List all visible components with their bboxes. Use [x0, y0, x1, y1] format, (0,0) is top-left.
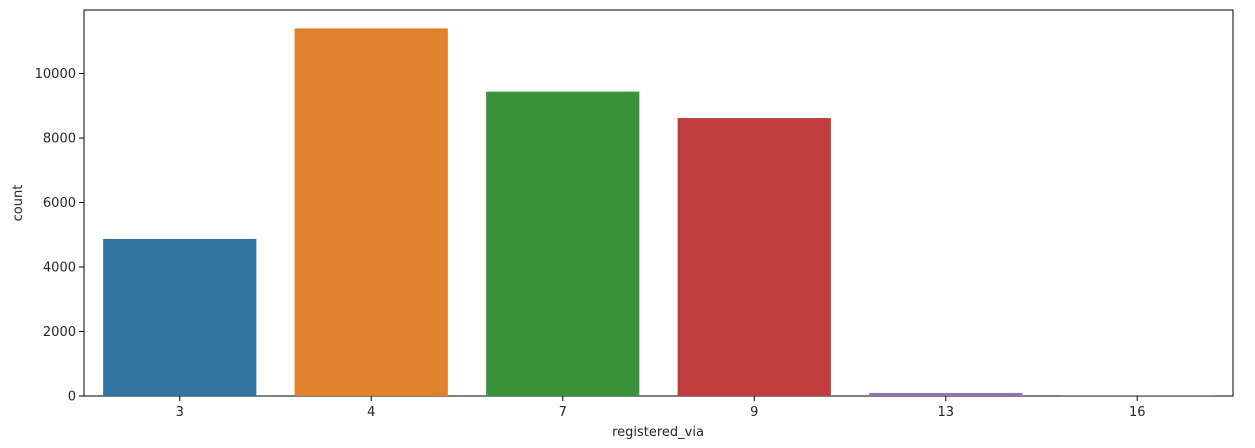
x-tick-label: 13	[937, 405, 954, 420]
bars-group	[103, 28, 1214, 397]
bar-9	[677, 118, 831, 396]
bar-7	[486, 91, 640, 396]
bar-4	[294, 28, 448, 397]
bar-13	[869, 392, 1023, 396]
x-tick-label: 9	[750, 405, 758, 420]
y-tick-label: 10000	[35, 67, 76, 82]
x-tick-label: 3	[176, 405, 184, 420]
x-axis-label: registered_via	[612, 425, 704, 440]
y-tick-label: 6000	[43, 196, 76, 211]
y-tick-label: 2000	[43, 325, 76, 340]
bar-3	[103, 238, 257, 396]
y-tick-label: 8000	[43, 132, 76, 147]
x-tick-label: 16	[1129, 405, 1146, 420]
x-axis-ticks: 3 4 7 9 13 16	[176, 396, 1146, 420]
x-tick-label: 7	[559, 405, 567, 420]
y-tick-label: 0	[68, 390, 76, 405]
y-axis-label: count	[11, 185, 26, 222]
y-tick-label: 4000	[43, 261, 76, 276]
x-tick-label: 4	[367, 405, 375, 420]
y-axis-ticks: 0 2000 4000 6000 8000 10000	[35, 67, 84, 405]
